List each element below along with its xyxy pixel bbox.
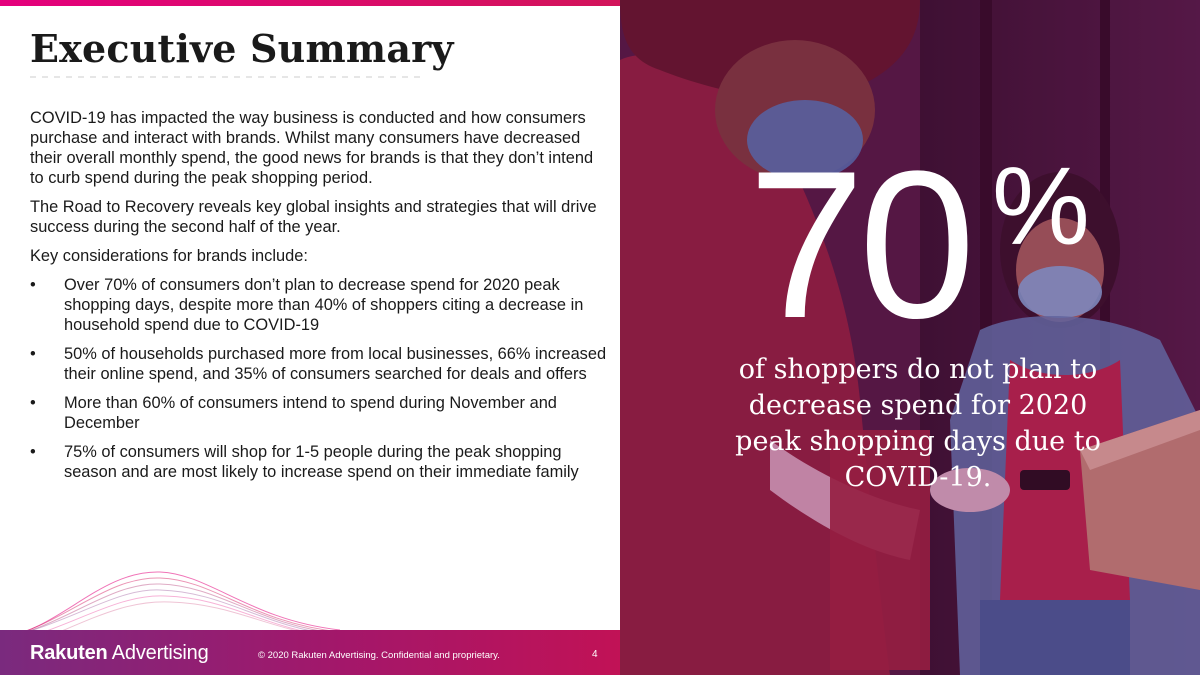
list-item: • 50% of households purchased more from … [30,344,610,384]
report-paragraph: The Road to Recovery reveals key global … [30,198,597,236]
decorative-wave-icon [0,571,340,640]
stat-percent-sign: % [992,145,1090,268]
considerations-heading: Key considerations for brands include: [30,247,308,265]
bullet-icon: • [30,276,36,294]
page-title: Executive Summary [30,26,454,71]
stat-caption: of shoppers do not plan to decrease spen… [735,354,1101,493]
hero-image-panel: 70 % of shoppers do not plan to decrease… [620,0,1200,675]
list-item: • 75% of consumers will shop for 1-5 peo… [30,442,610,482]
list-item: • Over 70% of consumers don’t plan to de… [30,275,610,335]
list-item-text: More than 60% of consumers intend to spe… [64,394,557,432]
content-panel: Executive Summary COVID-19 has impacted … [0,0,620,675]
bullet-icon: • [30,345,36,363]
page-number: 4 [592,649,598,660]
considerations-list: • Over 70% of consumers don’t plan to de… [30,275,610,482]
list-item-text: 50% of households purchased more from lo… [64,345,607,383]
footer-bar: Rakuten Advertising © 2020 Rakuten Adver… [0,630,620,675]
summary-body: COVID-19 has impacted the way business i… [30,108,610,491]
logo-brand: Rakuten [30,642,108,664]
copyright-text: © 2020 Rakuten Advertising. Confidential… [258,650,500,661]
bullet-icon: • [30,394,36,412]
delivery-photo-icon [620,0,1200,675]
top-accent-bar [0,0,620,6]
magenta-overlay [620,0,1200,675]
intro-paragraph: COVID-19 has impacted the way business i… [30,109,594,187]
logo-product: Advertising [111,642,209,664]
list-item-text: Over 70% of consumers don’t plan to decr… [64,276,584,334]
stat-number: 70 [748,127,976,362]
title-underline [30,76,420,78]
bullet-icon: • [30,443,36,461]
list-item-text: 75% of consumers will shop for 1-5 peopl… [64,443,579,481]
rakuten-advertising-logo: Rakuten Advertising [30,642,209,665]
list-item: • More than 60% of consumers intend to s… [30,393,610,433]
